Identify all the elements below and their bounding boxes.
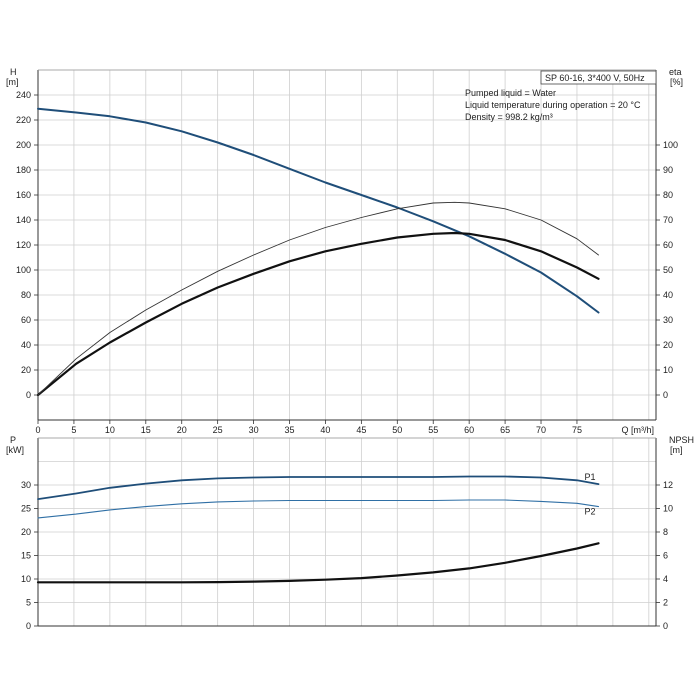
series-label-p2: P2 — [585, 507, 596, 517]
tick-label-left: 180 — [16, 165, 31, 175]
tick-label-left: 25 — [21, 504, 31, 514]
tick-label-left: 100 — [16, 265, 31, 275]
tick-label-left: 5 — [26, 598, 31, 608]
y-axis-unit-right: [%] — [670, 77, 683, 87]
tick-label-x: 20 — [177, 425, 187, 435]
tick-label-x: 75 — [572, 425, 582, 435]
tick-label-left: 120 — [16, 240, 31, 250]
tick-label-left: 30 — [21, 480, 31, 490]
tick-label-right: 90 — [663, 165, 673, 175]
tick-label-x: 35 — [285, 425, 295, 435]
tick-label-left: 0 — [26, 621, 31, 631]
tick-label-x: 50 — [392, 425, 402, 435]
series-p2 — [37, 499, 600, 519]
tick-label-x: 15 — [141, 425, 151, 435]
tick-label-x: 70 — [536, 425, 546, 435]
y-axis-label-right: NPSH — [669, 435, 694, 445]
series-label-p1: P1 — [585, 472, 596, 482]
tick-label-right: 0 — [663, 390, 668, 400]
tick-label-left: 60 — [21, 315, 31, 325]
y-axis-label-left: P — [10, 435, 16, 445]
annotation-line: Density = 998.2 kg/m³ — [465, 112, 553, 122]
tick-label-right: 10 — [663, 365, 673, 375]
tick-label-right: 8 — [663, 527, 668, 537]
tick-label-right: 20 — [663, 340, 673, 350]
tick-label-x: 30 — [249, 425, 259, 435]
tick-label-left: 140 — [16, 215, 31, 225]
tick-label-right: 12 — [663, 480, 673, 490]
series-p1 — [37, 475, 600, 500]
tick-label-right: 40 — [663, 290, 673, 300]
x-axis-label: Q [m³/h] — [621, 425, 654, 435]
tick-label-right: 60 — [663, 240, 673, 250]
tick-label-left: 15 — [21, 551, 31, 561]
title-box — [540, 70, 657, 85]
tick-label-x: 25 — [213, 425, 223, 435]
tick-label-left: 20 — [21, 365, 31, 375]
tick-label-right: 50 — [663, 265, 673, 275]
tick-label-x: 45 — [356, 425, 366, 435]
tick-label-left: 240 — [16, 90, 31, 100]
power-npsh-panel: 0 5 10 15 20 25 30 0 2 4 6 8 10 12 P[kW] NPSH[m] P1 P2 — [6, 435, 694, 631]
tick-label-x: 40 — [320, 425, 330, 435]
y-axis-unit-left: [kW] — [6, 445, 24, 455]
tick-label-right: 6 — [663, 551, 668, 561]
tick-label-x: 65 — [500, 425, 510, 435]
tick-label-right: 4 — [663, 574, 668, 584]
tick-label-left: 80 — [21, 290, 31, 300]
tick-label-x: 5 — [71, 425, 76, 435]
tick-label-right: 30 — [663, 315, 673, 325]
tick-label-right: 100 — [663, 140, 678, 150]
tick-label-x: 55 — [428, 425, 438, 435]
series-0-0 — [37, 107, 600, 314]
series-1-2 — [36, 542, 600, 584]
y-axis-label-right: eta — [669, 67, 682, 77]
y-axis-unit-left: [m] — [6, 77, 19, 87]
tick-label-left: 200 — [16, 140, 31, 150]
tick-label-right: 2 — [663, 598, 668, 608]
series-0-2 — [37, 201, 599, 396]
head-efficiency-panel: 0204060801001201401601802002202400102030… — [6, 67, 683, 435]
annotation-line: Pumped liquid = Water — [465, 88, 556, 98]
tick-label-right: 0 — [663, 621, 668, 631]
tick-label-left: 0 — [26, 390, 31, 400]
tick-label-left: 40 — [21, 340, 31, 350]
tick-label-x: 0 — [35, 425, 40, 435]
tick-label-right: 70 — [663, 215, 673, 225]
tick-label-left: 20 — [21, 527, 31, 537]
tick-label-right: 10 — [663, 504, 673, 514]
tick-label-x: 10 — [105, 425, 115, 435]
tick-label-left: 160 — [16, 190, 31, 200]
tick-label-left: 220 — [16, 115, 31, 125]
tick-label-right: 80 — [663, 190, 673, 200]
annotation-line: Liquid temperature during operation = 20… — [465, 100, 641, 110]
tick-label-x: 60 — [464, 425, 474, 435]
series-0-1 — [36, 231, 600, 397]
y-axis-label-left: H — [10, 67, 17, 77]
tick-label-left: 10 — [21, 574, 31, 584]
chart-title: SP 60-16, 3*400 V, 50Hz — [545, 73, 645, 83]
y-axis-unit-right: [m] — [670, 445, 683, 455]
